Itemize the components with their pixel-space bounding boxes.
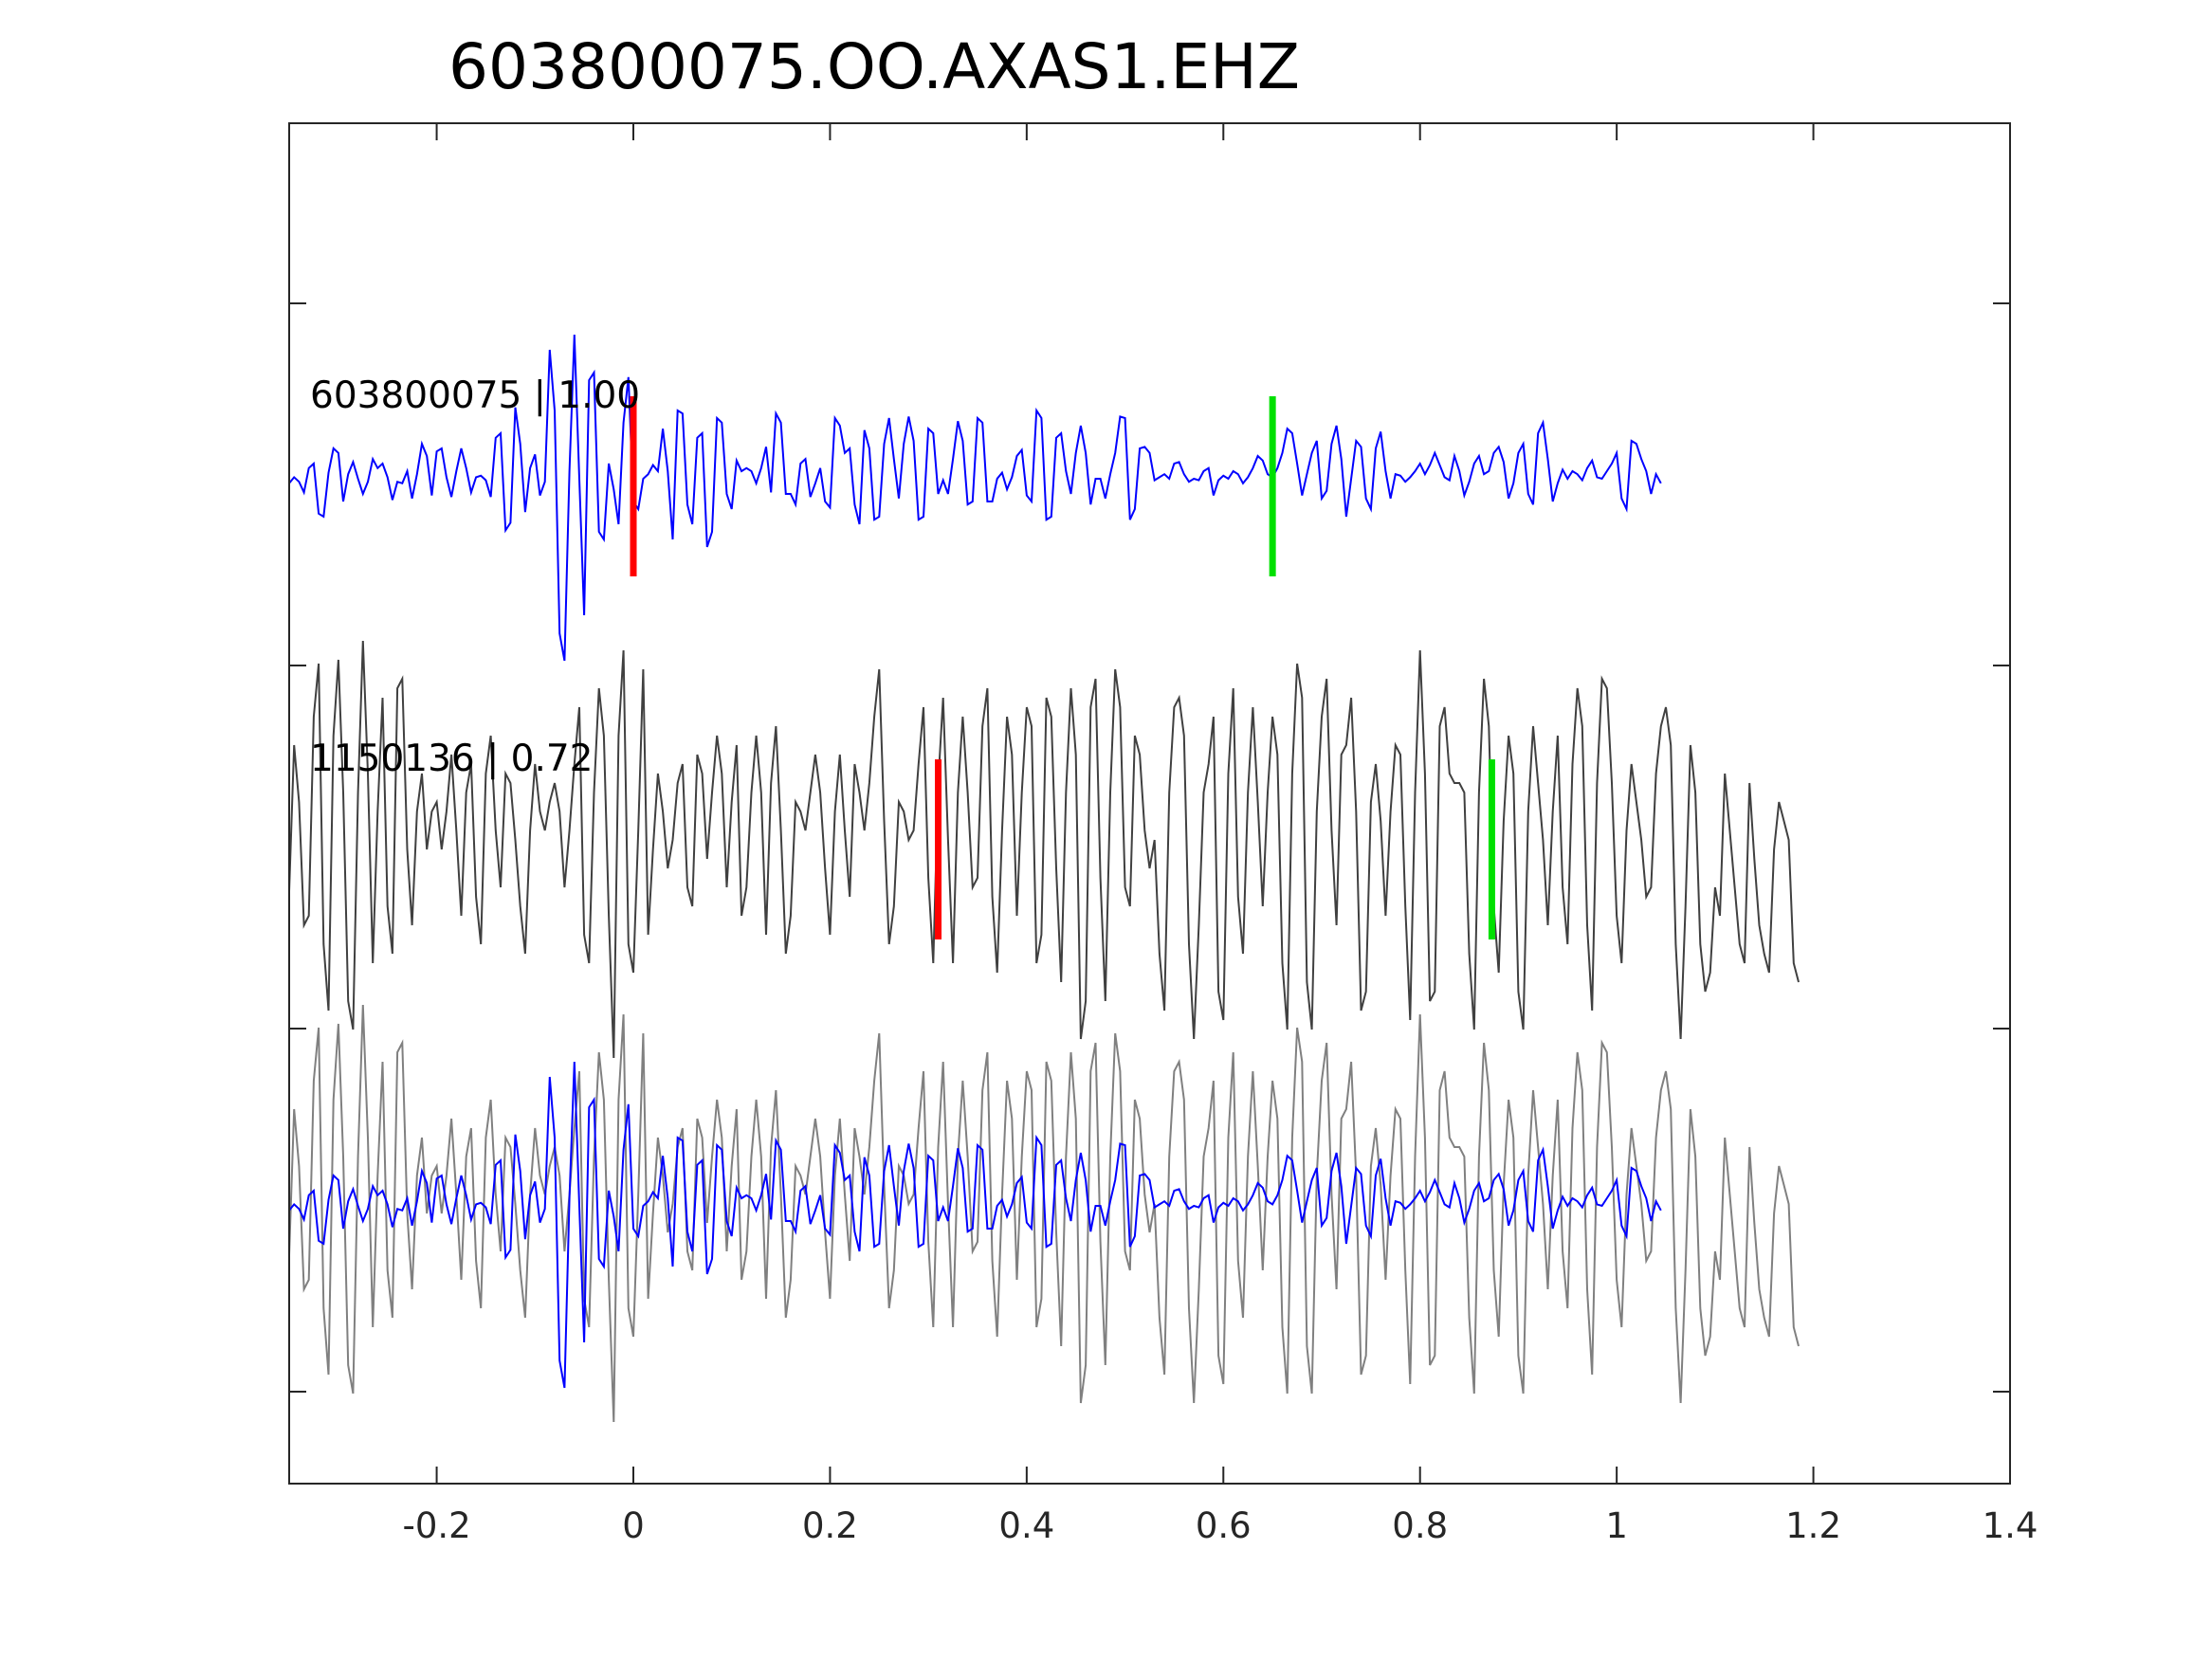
x-tick-label: 0.8 bbox=[1392, 1505, 1448, 1546]
x-tick-label: 1.2 bbox=[1785, 1505, 1841, 1546]
trace-label: 1150136 | 0.72 bbox=[310, 738, 593, 780]
trace-line bbox=[288, 334, 1662, 662]
chart-title: 603800075.OO.AXAS1.EHZ bbox=[448, 30, 1300, 103]
y-axis-ticks bbox=[289, 302, 2010, 1393]
plot-area: 603800075 | 1.00 1150136 | 0.72 bbox=[288, 334, 1800, 1423]
x-tick-label: 1.4 bbox=[1983, 1505, 2038, 1546]
x-tick-label: 1 bbox=[1605, 1505, 1628, 1546]
trace-line bbox=[288, 640, 1800, 1059]
x-tick-label: 0 bbox=[622, 1505, 645, 1546]
overlay-trace-blue bbox=[288, 1061, 1662, 1389]
trace-label: 603800075 | 1.00 bbox=[310, 374, 640, 417]
trace-2: 1150136 | 0.72 bbox=[288, 640, 1800, 1059]
overlay-traces bbox=[288, 1004, 1800, 1423]
x-tick-label: 0.2 bbox=[802, 1505, 858, 1546]
axes-box bbox=[288, 122, 2011, 1485]
x-tick-label: 0.6 bbox=[1196, 1505, 1252, 1546]
x-tick-label: 0.4 bbox=[998, 1505, 1054, 1546]
trace-1: 603800075 | 1.00 bbox=[288, 334, 1662, 662]
x-axis-ticks: -0.2 0 0.2 0.4 0.6 0.8 1 1.2 1.4 bbox=[402, 123, 2038, 1546]
x-tick-label: -0.2 bbox=[402, 1505, 470, 1546]
